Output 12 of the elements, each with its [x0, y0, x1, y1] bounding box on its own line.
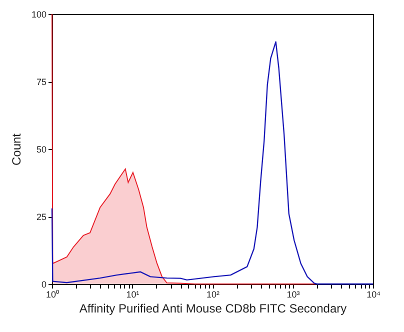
y-tick-label: 75	[36, 77, 46, 87]
x-tick-label: 10⁰	[46, 290, 60, 300]
x-axis-title: Affinity Purified Anti Mouse CD8b FITC Secondary	[79, 302, 347, 316]
y-axis-title: Count	[9, 132, 24, 166]
y-tick-label: 25	[36, 212, 46, 222]
y-tick-label: 100	[31, 10, 46, 20]
y-tick-label: 0	[41, 280, 46, 290]
x-tick-label: 10²	[206, 290, 220, 300]
x-tick-label: 10⁴	[366, 290, 381, 300]
x-tick-label: 10¹	[126, 290, 140, 300]
x-tick-label: 10³	[286, 290, 300, 300]
y-tick-label: 50	[36, 144, 46, 154]
